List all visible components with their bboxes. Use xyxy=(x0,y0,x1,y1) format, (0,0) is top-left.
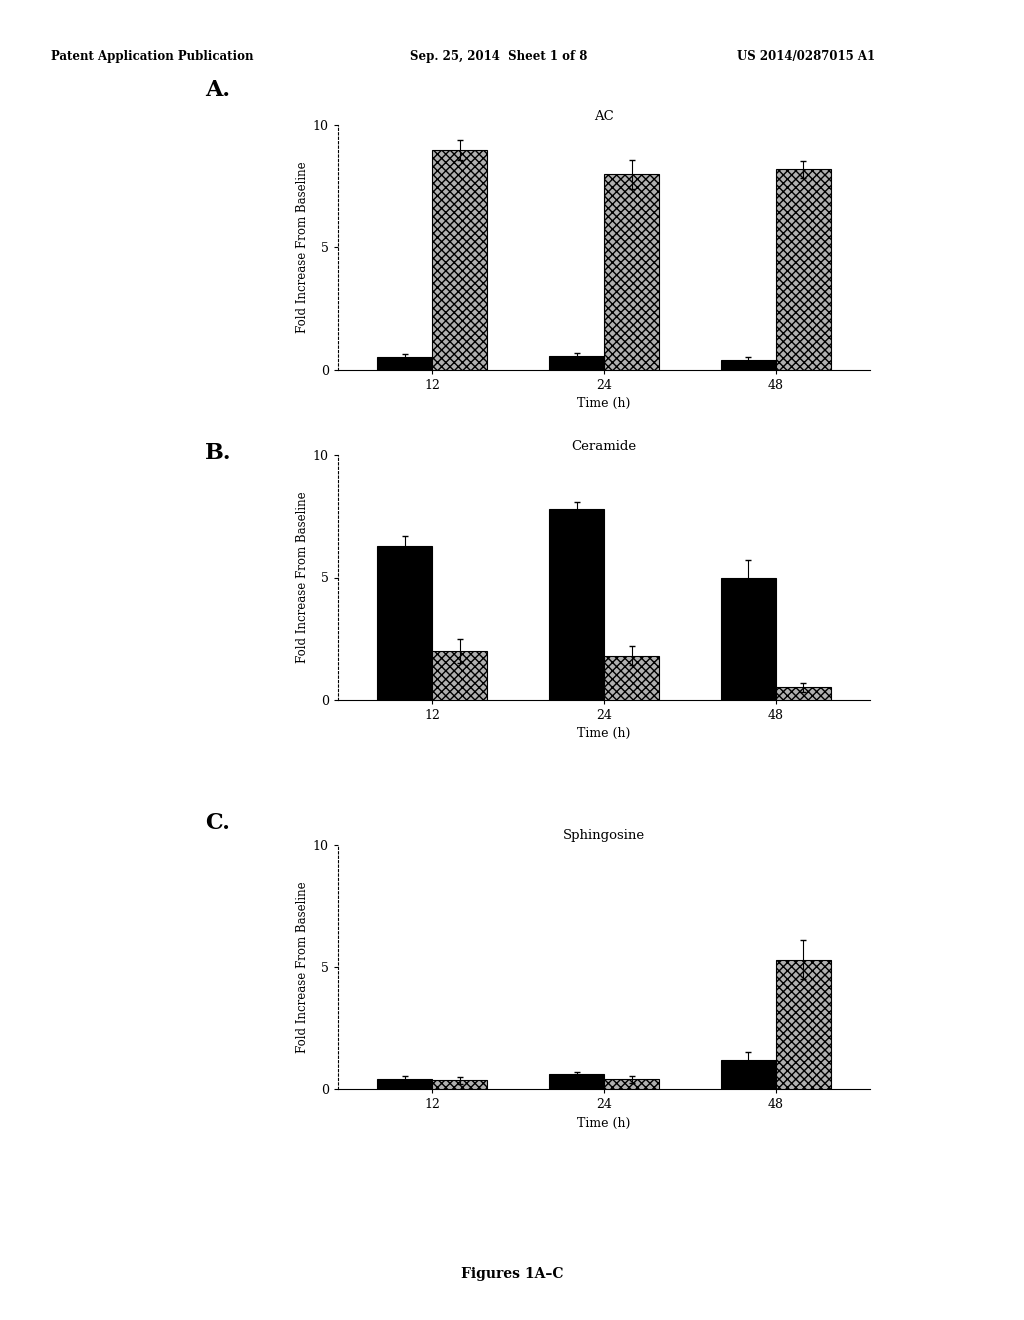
Bar xyxy=(378,545,432,700)
Y-axis label: Fold Increase From Baseline: Fold Increase From Baseline xyxy=(296,161,308,334)
Bar xyxy=(721,1060,776,1089)
Bar xyxy=(604,174,659,370)
Y-axis label: Fold Increase From Baseline: Fold Increase From Baseline xyxy=(296,880,308,1053)
Text: US 2014/0287015 A1: US 2014/0287015 A1 xyxy=(737,50,876,63)
X-axis label: Time (h): Time (h) xyxy=(578,1117,631,1130)
Title: Ceramide: Ceramide xyxy=(571,440,637,453)
Bar xyxy=(378,358,432,370)
Bar xyxy=(776,169,830,370)
Bar xyxy=(549,356,604,370)
Bar xyxy=(549,510,604,700)
Title: AC: AC xyxy=(594,110,614,123)
Title: Sphingosine: Sphingosine xyxy=(563,829,645,842)
Bar xyxy=(432,651,487,700)
Bar xyxy=(549,1074,604,1089)
Y-axis label: Fold Increase From Baseline: Fold Increase From Baseline xyxy=(296,491,308,664)
Text: B.: B. xyxy=(205,442,231,465)
Bar xyxy=(604,656,659,700)
X-axis label: Time (h): Time (h) xyxy=(578,397,631,411)
X-axis label: Time (h): Time (h) xyxy=(578,727,631,741)
Bar xyxy=(721,360,776,370)
Bar xyxy=(432,1081,487,1089)
Text: Patent Application Publication: Patent Application Publication xyxy=(51,50,254,63)
Bar xyxy=(604,1080,659,1089)
Bar xyxy=(776,688,830,700)
Bar xyxy=(432,149,487,370)
Bar xyxy=(776,960,830,1089)
Text: A.: A. xyxy=(205,79,229,102)
Text: Sep. 25, 2014  Sheet 1 of 8: Sep. 25, 2014 Sheet 1 of 8 xyxy=(410,50,587,63)
Text: Figures 1A–C: Figures 1A–C xyxy=(461,1267,563,1282)
Bar xyxy=(378,1080,432,1089)
Bar xyxy=(721,578,776,700)
Text: C.: C. xyxy=(205,812,229,834)
